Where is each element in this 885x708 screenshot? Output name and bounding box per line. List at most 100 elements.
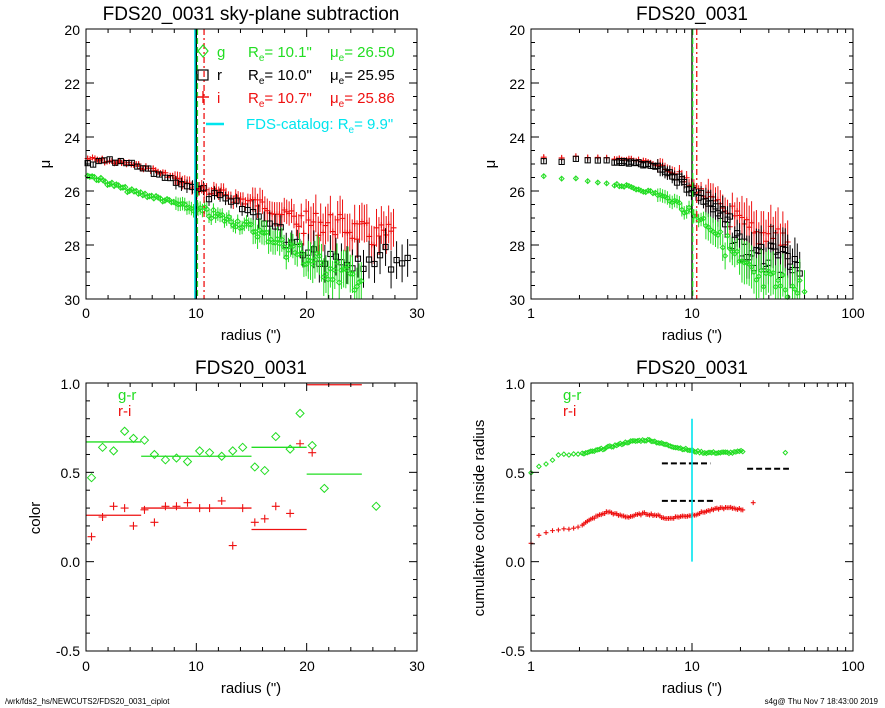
data-point-diamond (555, 452, 562, 458)
legend-diamond-marker (197, 44, 209, 58)
data-point-square (376, 252, 384, 259)
footer-timestamp: s4g@ Thu Nov 7 18:43:00 2019 (765, 697, 879, 706)
legend-band-r: r (217, 67, 222, 84)
data-point-diamond (596, 446, 603, 453)
data-point-diamond (260, 465, 270, 476)
data-point-diamond (767, 271, 774, 278)
data-point-square (90, 161, 97, 168)
panel-bottom-left: FDS20_0031 0 10 20 30 -0.5 0.0 0.5 1.0 r… (27, 358, 425, 697)
data-point-plus (296, 439, 305, 448)
data-point-diamond (86, 472, 97, 483)
panel3-content (86, 384, 381, 550)
legend-band-i: i (217, 90, 220, 107)
data-point-diamond (796, 277, 803, 284)
panel1-title: FDS20_0031 sky-plane subtraction (103, 4, 400, 25)
data-point-diamond (560, 451, 567, 458)
data-point-diamond (722, 252, 729, 260)
data-point-square (399, 260, 406, 267)
panel3-title: FDS20_0031 (195, 358, 307, 379)
data-point-diamond (121, 183, 129, 191)
data-point-plus (550, 528, 555, 534)
data-point-diamond (543, 461, 549, 467)
data-point-diamond (549, 457, 556, 464)
data-point-plus (312, 210, 319, 217)
data-point-diamond (210, 206, 217, 214)
data-point-diamond (670, 444, 677, 451)
data-point-plus (543, 530, 549, 536)
data-point-diamond (705, 449, 712, 456)
data-point-diamond (678, 206, 685, 213)
data-point-diamond (371, 501, 381, 511)
panel1-ytick-label: 24 (64, 130, 80, 146)
data-point-diamond (108, 446, 119, 456)
data-point-diamond (743, 259, 750, 266)
panel2-ticks (530, 28, 854, 300)
data-point-diamond (119, 426, 130, 436)
data-point-plus (217, 496, 226, 505)
data-point-plus (750, 500, 756, 506)
data-point-diamond (774, 277, 782, 284)
data-point-square (697, 189, 705, 197)
data-point-diamond (794, 290, 801, 297)
panel2-xlabel: radius (") (662, 327, 722, 344)
legend-re-g: Re= 10.1" (248, 44, 312, 64)
data-point-diamond (801, 288, 808, 295)
data-point-plus (556, 527, 561, 533)
panel2-ylabel: μ (482, 160, 499, 169)
panel2-ytick-label: 26 (509, 184, 525, 200)
data-point-plus (286, 509, 295, 518)
panel2-title: FDS20_0031 (636, 4, 748, 25)
data-point-plus (250, 518, 259, 527)
panel3-legend-gr: g-r (118, 387, 136, 404)
data-point-diamond (675, 445, 682, 452)
data-point-plus (308, 448, 317, 457)
panel-top-right: FDS20_0031 1 10 100 20 22 24 26 28 30 ra… (482, 4, 865, 344)
data-point-diamond (603, 180, 610, 187)
panel4-xtick-label: 100 (841, 658, 865, 674)
panel1-ytick-label: 26 (64, 184, 80, 200)
data-point-square (736, 233, 743, 240)
data-point-diamond (693, 212, 700, 220)
data-point-plus (561, 526, 567, 532)
data-point-diamond (700, 215, 707, 222)
data-point-diamond (250, 462, 260, 472)
panel3-xlabel: radius (") (221, 680, 281, 697)
data-point-square (393, 257, 400, 264)
panel4-ticks (530, 382, 854, 652)
data-point-square (387, 266, 395, 273)
panel1-xtick-label: 20 (299, 305, 315, 321)
panel1-xlabel: radius (") (221, 327, 281, 344)
panel3-ytick-label: -0.5 (56, 643, 80, 659)
data-point-square (719, 206, 726, 213)
data-point-square (540, 158, 547, 165)
data-point-diamond (128, 433, 139, 444)
data-point-plus (183, 498, 192, 507)
data-point-diamond (203, 205, 211, 213)
data-point-diamond (217, 451, 227, 461)
panel1-xtick-label: 10 (188, 305, 204, 321)
data-point-square (233, 197, 240, 204)
data-point-diamond (760, 283, 767, 290)
panel4-ytick-label: 0.0 (506, 554, 526, 570)
panel4-legend-gr: g-r (563, 387, 581, 404)
data-point-diamond (717, 228, 724, 236)
data-point-plus (390, 224, 397, 231)
panel3-ytick-label: 0.0 (61, 554, 81, 570)
panel3-xtick-label: 20 (299, 658, 315, 674)
data-point-diamond (611, 182, 618, 189)
data-point-diamond (791, 286, 798, 293)
data-point-diamond (616, 183, 623, 190)
panel3-xtick-label: 10 (188, 658, 204, 674)
panel2-ytick-label: 22 (509, 76, 525, 92)
data-point-diamond (750, 268, 758, 276)
data-point-diamond (634, 437, 641, 444)
data-point-square (216, 191, 224, 199)
data-point-diamond (707, 226, 714, 234)
data-point-diamond (714, 232, 722, 239)
data-point-diamond (672, 444, 679, 451)
data-point-square (572, 155, 579, 162)
data-point-square (205, 196, 213, 203)
data-point-square (371, 260, 378, 268)
data-point-plus (109, 502, 118, 511)
legend-re-r: Re= 10.0" (248, 67, 312, 87)
